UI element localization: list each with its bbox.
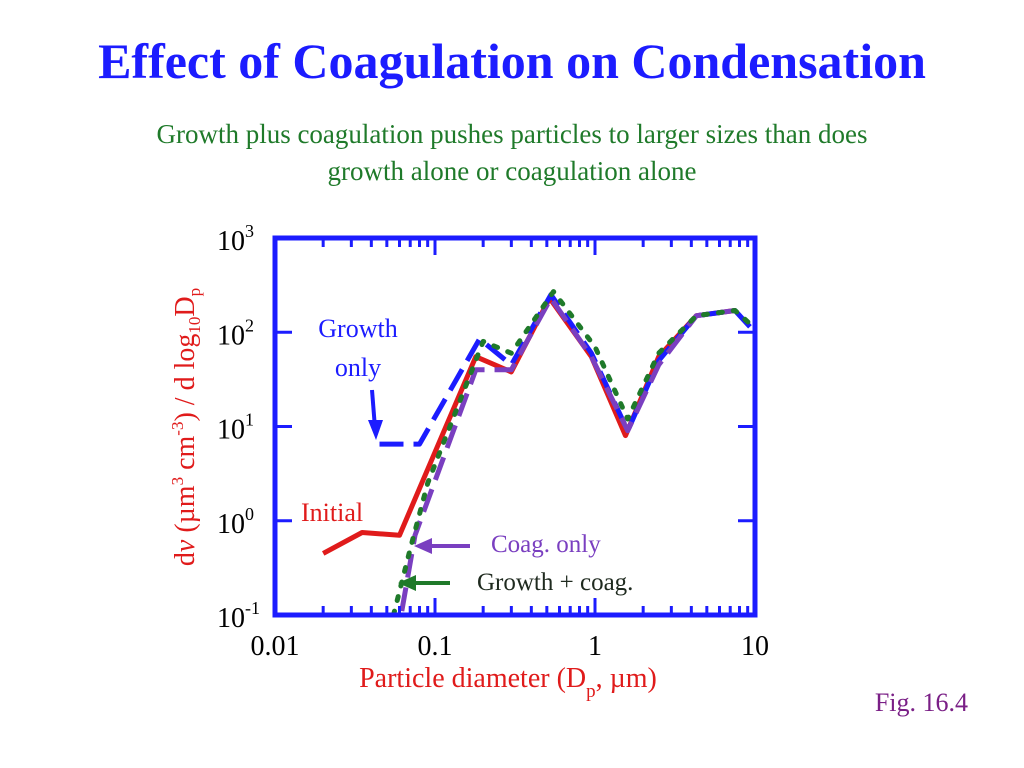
y-tick-exponent: 2 — [245, 315, 254, 335]
subtitle-line-2: growth alone or coagulation alone — [327, 156, 697, 186]
y-label-sup3: 3 — [168, 477, 187, 486]
y-tick-label: 102 — [217, 315, 254, 351]
y-label-d1: d — [170, 552, 201, 566]
x-tick-label: 0.01 — [251, 631, 300, 662]
y-tick-base: 10 — [217, 226, 245, 257]
y-tick-label: 103 — [217, 221, 254, 257]
series-coag-only — [399, 295, 736, 612]
slide-subtitle: Growth plus coagulation pushes particles… — [0, 116, 1024, 190]
growth-only-annotation-line2: only — [335, 353, 381, 382]
y-tick-base: 10 — [217, 415, 245, 446]
series-layer — [322, 289, 758, 618]
y-tick-base: 10 — [217, 320, 245, 351]
y-label-cm: cm — [170, 435, 201, 476]
growth-only-annotation-line1: Growth — [318, 314, 397, 343]
y-label-mu: (µm — [170, 485, 201, 539]
growth-coag-arrow — [398, 575, 450, 591]
coag-only-annotation: Coag. only — [491, 531, 601, 558]
growth-coag-annotation: Growth + coag. — [477, 569, 633, 596]
y-label-subp: p — [185, 288, 204, 297]
y-tick-base: 10 — [217, 509, 245, 540]
x-label-sub-p: p — [586, 681, 596, 702]
slide-title: Effect of Coagulation on Condensation — [98, 33, 926, 89]
y-axis-label: dv (µm3 cm-3) / d log10Dp — [168, 288, 204, 566]
x-tick-label: 0.1 — [418, 631, 453, 662]
y-tick-label: 10-1 — [217, 598, 260, 634]
figure-label: Fig. 16.4 — [874, 688, 968, 717]
y-tick-exponent: 0 — [245, 504, 254, 524]
x-label-text: Particle diameter (D — [359, 663, 586, 694]
y-tick-exponent: 3 — [245, 221, 254, 241]
y-tick-label: 100 — [217, 504, 254, 540]
y-tick-exponent: 1 — [245, 410, 254, 430]
y-label-D: D — [170, 296, 201, 316]
coag-only-arrow — [414, 538, 470, 554]
y-label-dlog: ) / d log — [170, 334, 201, 422]
x-label-unit: , µm) — [596, 663, 657, 694]
x-tick-label: 10 — [741, 631, 769, 662]
plot-frame — [272, 235, 758, 618]
x-tick-label: 1 — [588, 631, 602, 662]
y-tick-base: 10 — [217, 603, 245, 634]
subtitle-line-1: Growth plus coagulation pushes particles… — [156, 119, 868, 149]
initial-annotation: Initial — [301, 498, 363, 527]
y-tick-label: 101 — [217, 410, 254, 446]
y-label-sub10: 10 — [185, 317, 204, 334]
y-label-sup-3: -3 — [168, 422, 187, 436]
y-tick-exponent: -1 — [245, 598, 260, 618]
tick-marks — [273, 236, 755, 617]
series-growth-coag — [391, 289, 758, 618]
y-label-v: v — [170, 539, 201, 552]
x-axis-label: Particle diameter (Dp, µm) — [359, 663, 657, 702]
growth-only-arrow — [368, 389, 383, 440]
